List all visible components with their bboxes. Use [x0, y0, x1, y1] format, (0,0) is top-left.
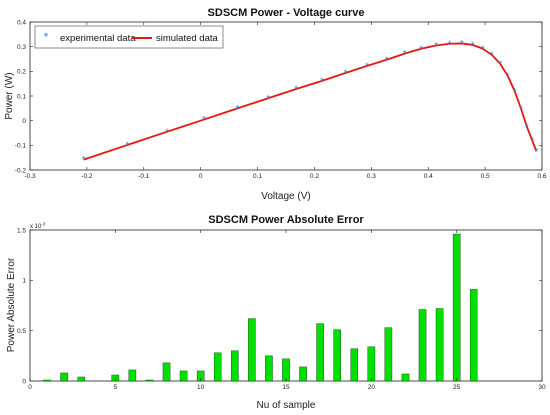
error-bar [452, 233, 461, 382]
pv-chart-title: SDSCM Power - Voltage curve [208, 7, 365, 19]
error-y-tick-label: 1.5 [17, 227, 26, 234]
error-scale-label: x 10-3 [30, 222, 46, 231]
error-x-tick-label: 15 [282, 384, 290, 391]
error-bar [469, 289, 478, 382]
error-bar [77, 376, 85, 382]
pv-y-tick-label: 0 [22, 118, 26, 125]
error-x-tick-label: 10 [197, 384, 205, 391]
experimental-data-point: * [534, 147, 538, 158]
error-bar [128, 369, 137, 382]
error-y-tick-label: 0 [22, 378, 26, 385]
experimental-data-point: * [343, 69, 347, 80]
pv-y-tick-label: 0.1 [17, 93, 26, 100]
error-bar [418, 309, 427, 382]
legend-marker-experimental: * [44, 30, 49, 44]
error-bar [248, 318, 256, 382]
experimental-data-point: * [447, 39, 451, 50]
error-y-axis-label: Power Absolute Error [6, 257, 17, 352]
experimental-data-point: * [506, 71, 510, 82]
error-x-tick-label: 0 [28, 384, 32, 391]
pv-x-tick-label: 0.6 [537, 173, 546, 180]
pv-legend: * experimental data simulated data [34, 25, 224, 49]
experimental-data-point: * [202, 115, 206, 126]
error-bar [145, 379, 154, 382]
experimental-data-point: * [403, 49, 407, 60]
experimental-data-point: * [294, 85, 298, 96]
error-bar [231, 350, 239, 382]
error-bar [384, 327, 393, 382]
experimental-data-point: * [481, 44, 485, 55]
error-chart-title: SDSCM Power Absolute Error [208, 214, 364, 226]
pv-y-tick-label: -0.2 [15, 167, 27, 174]
error-bar [367, 346, 376, 382]
error-ticks: 0 5 10 15 20 25 30 0 0.5 1 1.5 [17, 227, 546, 391]
error-bar [299, 366, 307, 382]
pv-y-tick-label: 0.4 [17, 19, 26, 26]
error-x-tick-label: 5 [114, 384, 118, 391]
experimental-data-point: * [490, 50, 494, 61]
experimental-data-point: * [320, 76, 324, 87]
pv-x-tick-label: 0.5 [481, 173, 490, 180]
error-y-tick-label: 0.5 [17, 328, 26, 335]
error-bar-chart: SDSCM Power Absolute Error 0 5 10 15 20 25 300… [6, 214, 546, 411]
legend-label-simulated: simulated data [156, 33, 219, 44]
experimental-data-point: * [519, 105, 523, 116]
pv-y-axis-label: Power (W) [4, 72, 15, 119]
pv-ticks: -0.3 -0.2 -0.1 0 0.1 0.2 0.3 0.4 0.5 0.6-0.2-0.10… [15, 19, 547, 180]
pv-x-tick-label: -0.1 [138, 173, 150, 180]
experimental-data-point: * [235, 104, 239, 115]
pv-x-tick-label: 0.2 [310, 173, 319, 180]
error-x-tick-label: 20 [368, 384, 376, 391]
error-bar [350, 348, 359, 382]
pv-curve-chart: SDSCM Power - Voltage curve -0.3 -0.2 -0.1… [4, 7, 547, 202]
experimental-data-point: * [471, 41, 475, 52]
pv-y-tick-label: 0.3 [17, 44, 26, 51]
experimental-data-point: * [525, 123, 529, 134]
error-x-axis-label: Nu of sample [257, 400, 316, 411]
error-x-tick-label: 25 [453, 384, 461, 391]
error-bar [43, 379, 51, 382]
pv-y-tick-label: -0.1 [15, 143, 27, 150]
experimental-data-point: * [531, 137, 535, 148]
experimental-data-point: * [165, 127, 169, 138]
error-bar [333, 329, 341, 382]
error-bars [43, 233, 478, 382]
pv-series: ************ * * * * * ********* [82, 39, 539, 166]
pv-x-tick-label: 0.4 [424, 173, 433, 180]
error-bar [435, 308, 444, 382]
error-x-tick-label: 30 [538, 384, 546, 391]
experimental-data-point: * [82, 155, 86, 166]
experimental-data-point: * [419, 44, 423, 55]
experimental-data-point: * [460, 39, 464, 50]
error-bar [401, 373, 410, 382]
pv-x-axis-label: Voltage (V) [261, 191, 310, 202]
pv-x-tick-label: 0 [199, 173, 203, 180]
experimental-data-point: * [498, 59, 502, 70]
experimental-data-point: * [365, 61, 369, 72]
pv-x-tick-label: 0.1 [253, 173, 262, 180]
experimental-data-point: * [125, 141, 129, 152]
error-bar [60, 372, 68, 382]
legend-label-experimental: experimental data [60, 33, 136, 44]
error-plot-area [29, 229, 543, 382]
experimental-data-point: * [513, 87, 517, 98]
error-bar [162, 362, 171, 382]
simulated-data-line [83, 42, 538, 161]
error-y-tick-label: 1 [22, 278, 26, 285]
experimental-data-point: * [266, 94, 270, 105]
pv-x-tick-label: 0.3 [367, 173, 376, 180]
pv-y-tick-label: 0.2 [17, 69, 26, 76]
error-bar [213, 352, 222, 382]
error-bar [265, 355, 273, 382]
pv-x-tick-label: -0.3 [24, 173, 36, 180]
pv-x-tick-label: -0.2 [81, 173, 93, 180]
experimental-data-point: * [434, 41, 438, 52]
error-bar [179, 370, 188, 382]
error-bar [282, 358, 290, 382]
legend-box [34, 25, 224, 49]
error-bar [316, 323, 324, 382]
experimental-data-point: * [385, 55, 389, 66]
